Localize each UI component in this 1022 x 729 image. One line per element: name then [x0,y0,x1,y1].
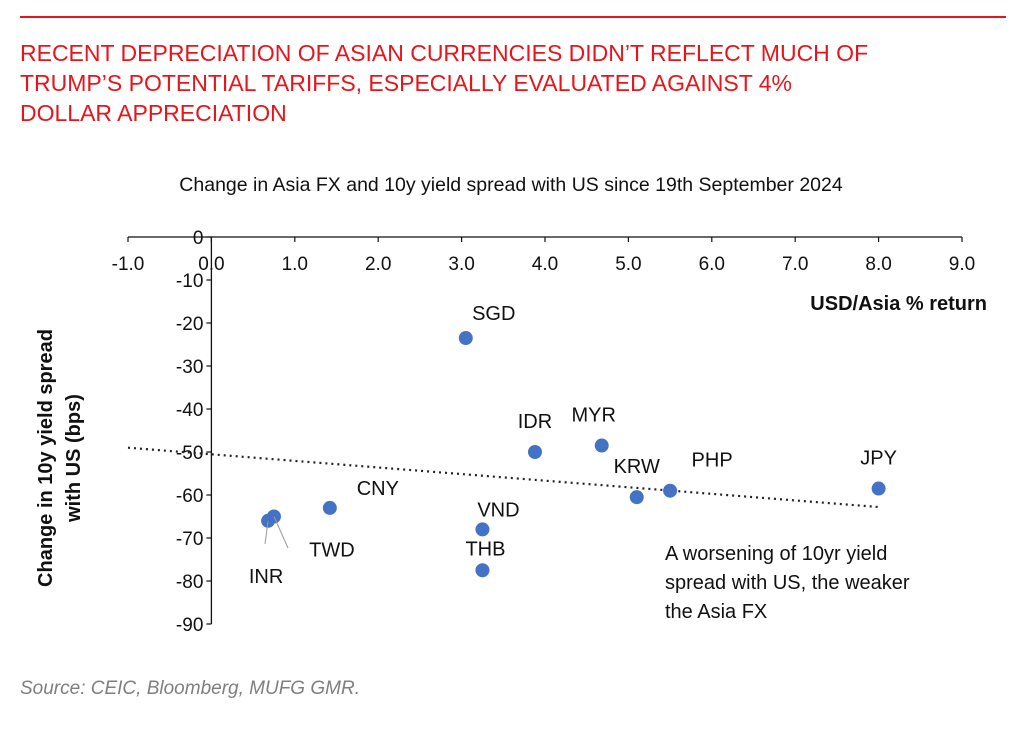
y-axis-label-line-1: Change in 10y yield spread [35,329,57,587]
leader-line-inr [264,520,269,545]
point-jpy [871,481,886,496]
x-tick-label: 0.0 [198,254,224,275]
point-label-jpy: JPY [860,448,897,470]
y-tick-label: -20 [176,314,203,335]
x-tick-label: 9.0 [949,254,975,275]
x-tick-label: 7.0 [782,254,808,275]
x-tick-label: 4.0 [532,254,558,275]
trendline [127,446,879,509]
y-tick-label: -10 [176,271,203,292]
y-tick-label: -30 [176,357,203,378]
chart-annotation: A worsening of 10yr yield spread with US… [665,540,910,627]
annotation-line-2: spread with US, the weaker [665,572,910,594]
point-sgd [458,331,473,346]
x-tick-label: 6.0 [699,254,725,275]
x-tick-label: 3.0 [448,254,474,275]
point-label-cny: CNY [357,478,399,500]
annotation-line-1: A worsening of 10yr yield [665,543,888,565]
x-tick-label: 5.0 [615,254,641,275]
x-axis-label: USD/Asia % return [810,293,987,315]
y-tick-label: 0 [193,228,204,249]
headline-line-1: RECENT DEPRECIATION OF ASIAN CURRENCIES … [20,40,869,66]
y-tick-label: -60 [176,486,203,507]
chart-title: Change in Asia FX and 10y yield spread w… [179,174,843,196]
point-idr [527,445,542,459]
point-label-krw: KRW [614,456,660,478]
point-label-vnd: VND [477,499,519,521]
headline: RECENT DEPRECIATION OF ASIAN CURRENCIES … [20,38,1010,128]
top-rule [20,16,1006,18]
y-tick-label: -90 [176,615,203,636]
point-label-twd: TWD [309,540,355,562]
point-krw [629,490,644,505]
x-tick-label: 2.0 [365,254,391,275]
data-points [261,331,886,578]
x-tick-label: 8.0 [865,254,891,275]
axes [127,236,963,625]
point-label-myr: MYR [571,405,615,427]
point-label-inr: INR [249,566,283,588]
y-axis-label: Change in 10y yield spread with US (bps) [35,329,85,587]
point-myr [594,438,609,453]
y-tick-label: -70 [176,529,203,550]
point-label-sgd: SGD [472,303,515,325]
headline-line-2: TRUMP’S POTENTIAL TARIFFS, ESPECIALLY EV… [20,70,792,96]
headline-line-3: DOLLAR APPRECIATION [20,100,287,126]
tick-labels: -1.0 0.0 1.0 2.0 3.0 4.0 5.0 6.0 7.0 8.0 9.0 0 -10 -2… [112,228,976,636]
source-note: Source: CEIC, Bloomberg, MUFG GMR. [20,678,360,699]
point-label-idr: IDR [518,411,552,433]
x-tick-label: 1.0 [282,254,308,275]
point-thb [475,563,490,578]
y-tick-label: -80 [176,572,203,593]
annotation-line-3: the Asia FX [665,601,768,623]
trendline-group [127,446,879,509]
y-tick-label: -40 [176,400,203,421]
point-labels: SGD IDR MYR KRW PHP JPY CNY VND THB TWD INR [249,303,897,588]
point-php [663,483,678,498]
leader-line-twd [273,516,289,549]
y-axis-label-line-2: with US (bps) [63,394,85,523]
point-cny [322,500,337,515]
x-tick-label: -1.0 [112,254,145,275]
point-label-thb: THB [465,538,505,560]
point-vnd [475,522,490,537]
point-label-php: PHP [692,450,733,472]
